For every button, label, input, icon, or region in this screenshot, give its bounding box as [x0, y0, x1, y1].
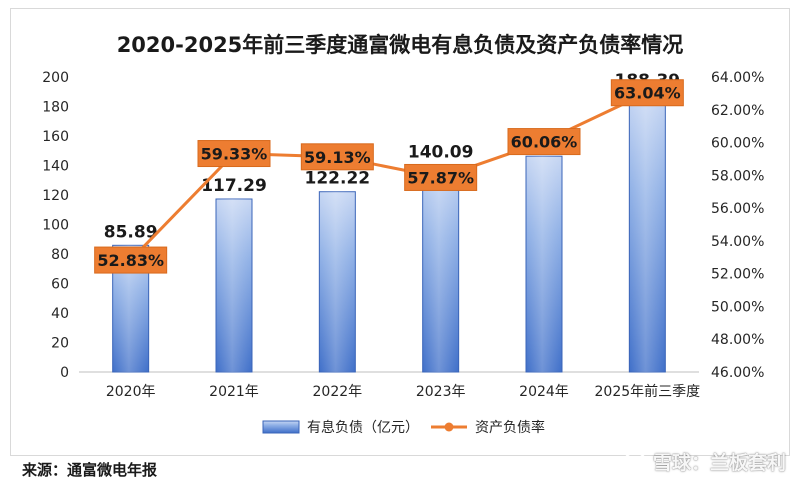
left-y-tick-label: 160 — [42, 129, 69, 145]
snowball-logo-icon — [623, 450, 647, 473]
right-y-tick-label: 58.00% — [711, 168, 764, 184]
legend-bar-swatch — [262, 420, 300, 434]
line-label-box — [507, 128, 581, 156]
chart-svg: 2020-2025年前三季度通富微电有息负债及资产负债率情况 0 20 40 60 80… — [42, 33, 764, 436]
bar-highlight — [629, 94, 666, 372]
left-y-tick-label: 0 — [60, 365, 69, 381]
x-tick-label: 2021年 — [209, 384, 259, 400]
bar-highlight — [216, 198, 252, 372]
right-y-tick-label: 64.00% — [711, 70, 764, 86]
bar-series-interest-bearing-debt — [112, 93, 666, 373]
right-y-tick-label: 50.00% — [711, 299, 764, 315]
line-label-box — [404, 163, 478, 191]
line-value-label: 60.06% — [511, 133, 578, 152]
line-label-box — [94, 246, 168, 274]
line-label-box — [197, 140, 271, 168]
left-y-tick-label: 20 — [51, 336, 69, 352]
left-y-tick-label: 120 — [42, 188, 69, 204]
x-axis: 2020年 2021年 2022年 2023年 2024年 2025年前三季度 — [79, 371, 701, 400]
bar-value-label: 117.29 — [201, 176, 267, 196]
right-y-tick-label: 48.00% — [711, 332, 764, 348]
watermark-text: 雪球：兰板套利 — [652, 452, 786, 474]
line-label-box — [300, 143, 374, 171]
left-y-tick-label: 60 — [51, 277, 69, 293]
chart-title: 2020-2025年前三季度通富微电有息负债及资产负债率情况 — [117, 33, 684, 57]
source-note: 来源：通富微电年报 — [22, 461, 158, 479]
legend-line-label: 资产负债率 — [475, 419, 545, 436]
legend: 有息负债（亿元） 资产负债率 — [262, 419, 545, 436]
watermark: 雪球：兰板套利 — [623, 448, 786, 475]
right-y-tick-label: 56.00% — [711, 201, 764, 217]
x-tick-label: 2023年 — [416, 384, 466, 400]
left-y-tick-label: 100 — [42, 218, 69, 234]
line-data-labels: 52.83% 59.33% 59.13% 57.87% 60.06% 63.04% — [94, 79, 684, 274]
line-value-label: 59.13% — [304, 148, 371, 167]
left-y-tick-label: 200 — [42, 70, 69, 86]
line-value-label: 59.33% — [201, 145, 268, 164]
bar-value-label: 122.22 — [305, 169, 371, 189]
right-y-tick-label: 52.00% — [711, 267, 764, 283]
x-tick-label: 2022年 — [313, 384, 363, 400]
left-y-tick-label: 140 — [42, 159, 69, 175]
x-tick-label: 2025年前三季度 — [595, 383, 701, 400]
chart-card: 2020-2025年前三季度通富微电有息负债及资产负债率情况 0 20 40 60 80… — [10, 8, 790, 456]
right-y-axis: 46.00% 48.00% 50.00% 52.00% 54.00% 56.00% 58.0… — [711, 70, 764, 381]
right-y-tick-label: 60.00% — [711, 136, 764, 152]
legend-bar-label: 有息负债（亿元） — [307, 419, 419, 436]
left-y-tick-label: 180 — [42, 100, 69, 116]
line-value-label: 57.87% — [407, 168, 474, 187]
bar-highlight — [422, 165, 459, 372]
left-y-tick-label: 40 — [51, 306, 69, 322]
bar-highlight — [526, 156, 562, 372]
bar-value-label: 85.89 — [104, 222, 158, 242]
x-tick-label: 2020年 — [106, 384, 156, 400]
line-value-label: 52.83% — [97, 251, 164, 270]
right-y-tick-label: 54.00% — [711, 234, 764, 250]
bar-value-label: 140.09 — [408, 142, 474, 162]
left-y-tick-label: 80 — [51, 247, 69, 263]
right-y-tick-label: 46.00% — [711, 365, 764, 381]
right-y-tick-label: 62.00% — [711, 103, 764, 119]
line-label-box — [610, 79, 684, 107]
x-tick-label: 2024年 — [519, 384, 569, 400]
bar-highlight — [319, 191, 356, 372]
left-y-axis: 0 20 40 60 80 100 120 140 160 180 200 — [42, 70, 69, 381]
legend-line-marker — [444, 422, 454, 432]
line-value-label: 63.04% — [614, 84, 681, 103]
